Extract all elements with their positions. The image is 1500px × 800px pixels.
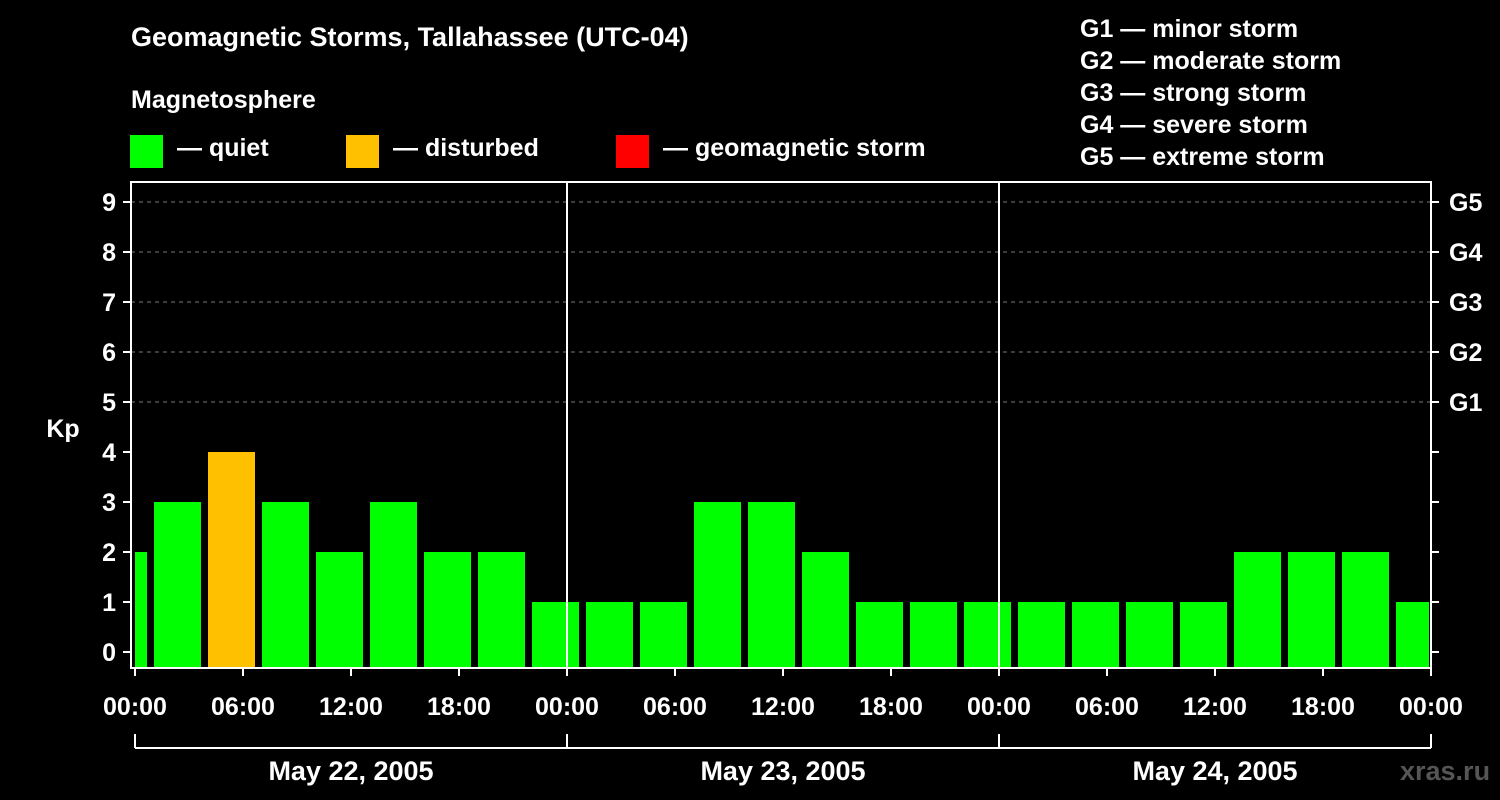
day-label-0: May 22, 2005	[268, 756, 433, 786]
g-level-label-g2: G2	[1449, 339, 1482, 367]
kp-bar-1	[154, 502, 201, 668]
kp-bar-17	[1018, 602, 1065, 668]
y-tick-label-8: 8	[102, 239, 116, 267]
legend-heading: Magnetosphere	[131, 86, 316, 114]
x-tick-label-6: 12:00	[751, 693, 815, 721]
plot-frame	[130, 181, 1432, 669]
chart-title: Geomagnetic Storms, Tallahassee (UTC-04)	[131, 22, 689, 52]
kp-bar-11	[694, 502, 741, 668]
day-label-1: May 23, 2005	[700, 756, 865, 786]
kp-bar-12	[748, 502, 795, 668]
kp-bar-10	[640, 602, 687, 668]
x-tick-label-9: 06:00	[1075, 693, 1139, 721]
y-tick-label-7: 7	[102, 289, 116, 317]
kp-bar-5	[370, 502, 417, 668]
y-tick-label-2: 2	[102, 539, 116, 567]
x-tick-label-8: 00:00	[967, 693, 1031, 721]
g-scale-g5: G5 — extreme storm	[1080, 143, 1325, 171]
g-level-label-g4: G4	[1449, 239, 1482, 267]
watermark: xras.ru	[1400, 756, 1491, 786]
x-tick-label-5: 06:00	[643, 693, 707, 721]
x-tick-label-1: 06:00	[211, 693, 275, 721]
x-tick-label-7: 18:00	[859, 693, 923, 721]
kp-bar-20	[1180, 602, 1227, 668]
x-tick-label-3: 18:00	[427, 693, 491, 721]
kp-bar-8	[532, 602, 579, 668]
x-tick-label-0: 00:00	[103, 693, 167, 721]
g-level-label-g5: G5	[1449, 189, 1482, 217]
g-scale-g4: G4 — severe storm	[1080, 111, 1308, 139]
y-tick-label-4: 4	[102, 439, 116, 467]
y-axis-label: Kp	[46, 415, 79, 443]
x-tick-label-12: 00:00	[1399, 693, 1463, 721]
kp-bar-18	[1072, 602, 1119, 668]
kp-bar-9	[586, 602, 633, 668]
kp-bar-21	[1234, 552, 1281, 668]
kp-bar-24	[1396, 602, 1429, 668]
kp-bar-23	[1342, 552, 1389, 668]
kp-bar-15	[910, 602, 957, 668]
y-tick-label-3: 3	[102, 489, 116, 517]
kp-bar-14	[856, 602, 903, 668]
g-scale-g3: G3 — strong storm	[1080, 79, 1307, 107]
x-tick-label-2: 12:00	[319, 693, 383, 721]
x-tick-label-4: 00:00	[535, 693, 599, 721]
legend-swatch-quiet	[130, 135, 163, 168]
legend-swatch-storm	[616, 135, 649, 168]
kp-bar-19	[1126, 602, 1173, 668]
legend-label-storm: — geomagnetic storm	[663, 134, 926, 162]
day-label-2: May 24, 2005	[1132, 756, 1297, 786]
legend-swatch-disturbed	[346, 135, 379, 168]
y-tick-label-5: 5	[102, 389, 116, 417]
y-tick-label-6: 6	[102, 339, 116, 367]
y-tick-label-0: 0	[102, 639, 116, 667]
kp-bar-22	[1288, 552, 1335, 668]
kp-bar-0	[135, 552, 147, 668]
g-level-label-g3: G3	[1449, 289, 1482, 317]
kp-bar-16	[964, 602, 1011, 668]
g-scale-g1: G1 — minor storm	[1080, 15, 1299, 43]
kp-bar-7	[478, 552, 525, 668]
kp-bar-6	[424, 552, 471, 668]
y-tick-label-1: 1	[102, 589, 116, 617]
legend-label-disturbed: — disturbed	[393, 134, 539, 162]
g-level-label-g1: G1	[1449, 389, 1482, 417]
g-scale-g2: G2 — moderate storm	[1080, 47, 1342, 75]
kp-bar-13	[802, 552, 849, 668]
kp-bar-2	[208, 452, 255, 668]
kp-bar-4	[316, 552, 363, 668]
x-tick-label-10: 12:00	[1183, 693, 1247, 721]
x-tick-label-11: 18:00	[1291, 693, 1355, 721]
kp-bar-3	[262, 502, 309, 668]
y-tick-label-9: 9	[102, 189, 116, 217]
legend-label-quiet: — quiet	[177, 134, 269, 162]
